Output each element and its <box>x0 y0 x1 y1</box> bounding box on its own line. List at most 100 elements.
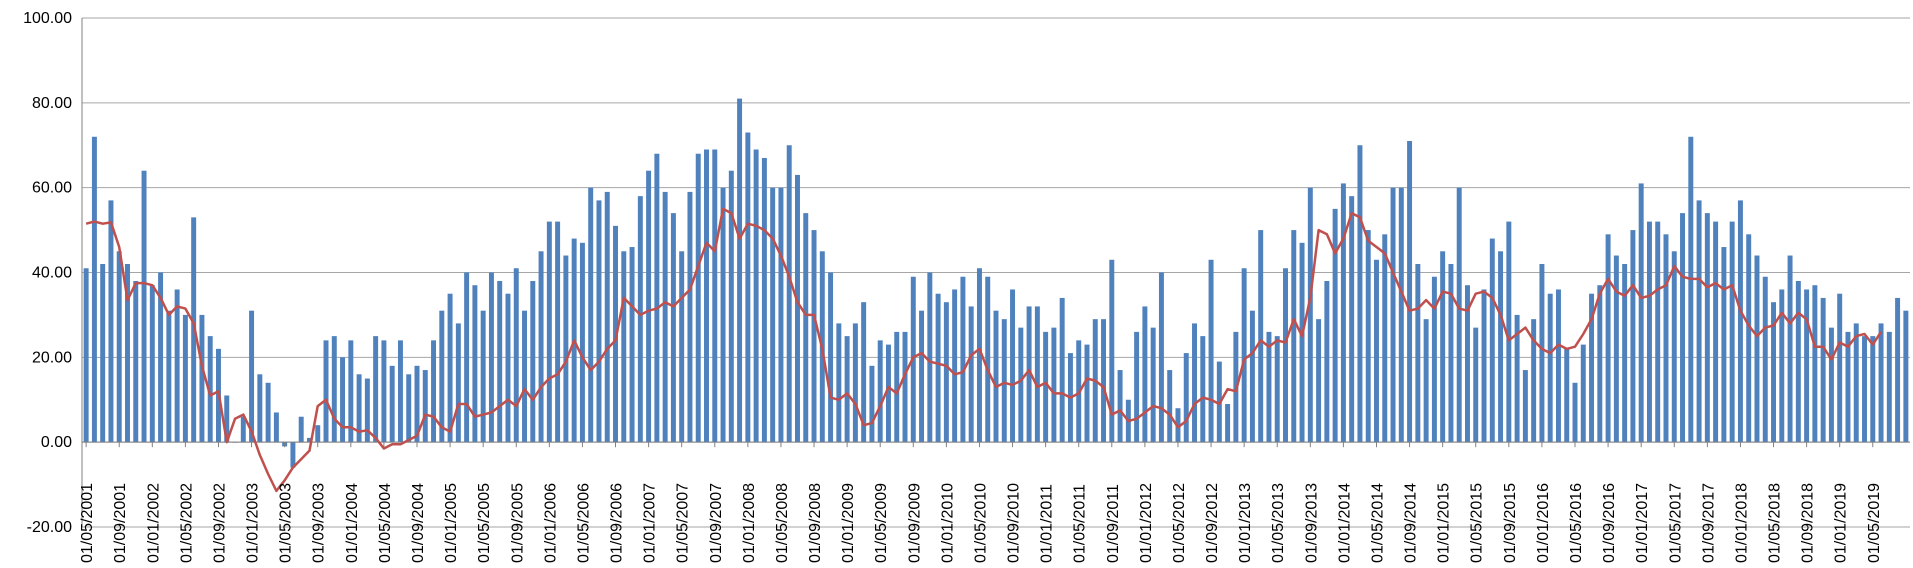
bar <box>1316 319 1322 443</box>
bar <box>348 340 354 443</box>
x-tick-label: 01/09/2002 <box>211 483 228 563</box>
y-tick-label: 100.00 <box>23 10 72 27</box>
bar <box>472 285 478 443</box>
x-tick-label: 01/05/2004 <box>377 483 394 563</box>
x-tick-label: 01/01/2003 <box>245 483 262 563</box>
bar <box>1762 276 1768 443</box>
bar <box>364 378 370 443</box>
bar <box>1241 268 1247 443</box>
bar <box>431 340 437 443</box>
bar <box>414 365 420 443</box>
bar <box>224 395 230 443</box>
x-tick-label: 01/01/2011 <box>1039 484 1056 563</box>
bar <box>1795 280 1801 443</box>
bar <box>1307 187 1313 443</box>
gridlines <box>82 17 1910 528</box>
y-tick-label: -20.00 <box>27 519 72 536</box>
bar <box>505 293 511 443</box>
bar <box>753 149 759 443</box>
bar <box>1423 319 1429 443</box>
x-tick-label: 01/01/2016 <box>1535 483 1552 563</box>
bar <box>100 264 106 443</box>
bar <box>1340 183 1346 443</box>
bar <box>373 336 379 443</box>
bar <box>1597 285 1603 443</box>
bar <box>1779 289 1785 443</box>
bar <box>1084 344 1090 443</box>
x-tick-label: 01/01/2014 <box>1336 483 1353 563</box>
bar <box>1390 187 1396 443</box>
bar <box>1150 327 1156 443</box>
bar <box>1167 370 1173 443</box>
bar <box>1324 280 1330 443</box>
bar <box>381 340 387 443</box>
bar <box>596 200 602 443</box>
bar <box>869 365 875 443</box>
x-tick-label: 01/05/2002 <box>178 483 195 563</box>
x-tick-label: 01/01/2012 <box>1138 483 1155 563</box>
bar <box>464 272 470 443</box>
bar <box>141 170 147 443</box>
bar <box>579 242 585 443</box>
x-tick-label: 01/01/2015 <box>1436 483 1453 563</box>
bar <box>1646 221 1652 443</box>
bar <box>1481 289 1487 443</box>
bar <box>290 442 296 468</box>
bar <box>1382 234 1388 443</box>
bar <box>563 255 569 443</box>
bar <box>952 289 958 443</box>
bar <box>852 323 858 443</box>
bar <box>943 302 949 443</box>
x-tick-label: 01/09/2008 <box>807 483 824 563</box>
bar <box>158 272 164 443</box>
bar <box>422 370 428 443</box>
bar <box>1407 141 1413 443</box>
bar <box>968 306 974 443</box>
bar <box>919 310 925 443</box>
bar <box>745 132 751 443</box>
x-tick-label: 01/05/2005 <box>476 483 493 563</box>
bar <box>1630 230 1636 443</box>
bar <box>1200 336 1206 443</box>
bar <box>1580 344 1586 443</box>
bar <box>273 412 279 443</box>
bar <box>340 357 346 443</box>
bar <box>1183 353 1189 443</box>
bar <box>1837 293 1843 443</box>
x-tick-label: 01/05/2018 <box>1767 483 1784 563</box>
bar <box>1704 213 1710 443</box>
x-tick-label: 01/01/2009 <box>840 483 857 563</box>
bar <box>356 374 362 443</box>
bar <box>488 272 494 443</box>
bar <box>149 285 155 443</box>
bar <box>935 293 941 443</box>
y-axis-tick-labels: -20.00 0.00 20.00 40.00 60.00 80.00 100.00 <box>23 10 72 536</box>
bar <box>1398 187 1404 443</box>
x-tick-label: 01/09/2004 <box>410 483 427 563</box>
bar <box>389 365 395 443</box>
y-tick-label: 0.00 <box>41 434 72 451</box>
bar <box>1034 306 1040 443</box>
bar <box>480 310 486 443</box>
bar <box>778 187 784 443</box>
x-tick-label: 01/09/2014 <box>1403 483 1420 563</box>
bar <box>455 323 461 443</box>
bar <box>1001 319 1007 443</box>
bar <box>1828 327 1834 443</box>
bar <box>1299 242 1305 443</box>
x-tick-label: 01/01/2017 <box>1634 483 1651 563</box>
bar <box>1134 331 1140 443</box>
x-tick-label: 01/01/2007 <box>642 483 659 563</box>
bar <box>530 280 536 443</box>
bar <box>1845 331 1851 443</box>
bar <box>555 221 561 443</box>
x-tick-label: 01/05/2016 <box>1568 483 1585 563</box>
bar <box>1456 187 1462 443</box>
axes <box>81 18 1910 527</box>
bar <box>1903 310 1909 443</box>
bar <box>1713 221 1719 443</box>
bar <box>1266 331 1272 443</box>
bar <box>1895 297 1901 443</box>
bar <box>803 213 809 443</box>
